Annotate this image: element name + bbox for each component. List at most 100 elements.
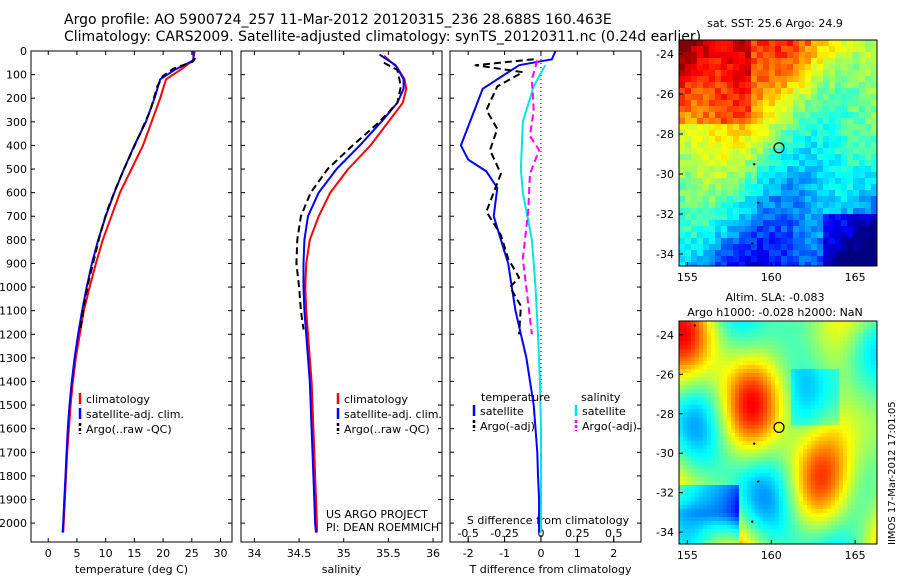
map-cell [831,429,836,434]
map-cell [827,413,832,418]
map-cell [715,361,720,366]
map-cell [711,373,716,378]
map-cell [795,513,800,518]
map-cell [851,357,856,362]
map-cell [723,413,728,418]
map-cell [679,220,686,227]
map-cell [731,469,736,474]
map-cell [715,465,720,470]
map-cell [755,337,760,342]
map-cell [751,52,758,59]
map-cell [707,329,712,334]
map-cell [775,381,780,386]
map-cell [831,353,836,358]
map-cell [683,349,688,354]
map-cell [755,321,760,326]
map-cell [859,148,866,155]
map-cell [855,349,860,354]
map-cell [843,469,848,474]
map-cell [863,505,868,510]
map-cell [835,238,842,245]
map-cell [695,453,700,458]
map-cell [751,541,756,544]
map-cell [703,361,708,366]
map-cell [839,373,844,378]
map-cell [835,377,840,382]
map-cell [709,82,716,89]
map-cell [787,461,792,466]
map-cell [747,521,752,526]
map-cell [827,497,832,502]
map-cell [711,489,716,494]
map-cell [763,190,770,197]
map-cell [787,88,794,95]
map-cell [827,325,832,330]
map-cell [703,88,710,95]
map-cell [865,160,872,167]
map-cell [703,172,710,179]
map-cell [707,437,712,442]
map-cell [803,477,808,482]
map-cell [851,325,856,330]
map-cell [779,373,784,378]
map-cell [715,353,720,358]
map-cell [851,469,856,474]
map-cell [875,537,877,542]
map-cell [685,46,692,53]
map-cell [771,481,776,486]
map-cell [787,393,792,398]
map-cell [747,329,752,334]
map-cell [817,58,824,65]
map-cell [871,409,876,414]
map-cell [847,441,852,446]
map-cell [831,537,836,542]
map-cell [707,533,712,538]
map-cell [815,449,820,454]
map-cell [855,541,860,544]
map-cell [805,124,812,131]
map-cell [751,397,756,402]
map-cell [703,250,710,257]
map-cell [875,469,877,474]
map-cell [867,453,872,458]
map-cell [847,353,852,358]
map-cell [847,517,852,522]
map-cell [699,329,704,334]
map-cell [707,489,712,494]
map-cell [803,345,808,350]
map-cell [763,377,768,382]
map-cell [747,537,752,542]
map-cell [783,377,788,382]
map-cell [731,321,736,326]
map-cell [679,76,686,83]
map-cell [691,52,698,59]
map-cell [817,106,824,113]
map-cell [847,489,852,494]
map-cell [853,130,860,137]
map-cell [859,329,864,334]
map-cell [805,250,812,257]
map-cell [823,70,830,77]
depth-tick-label: 400 [6,139,27,152]
salinity-frame [240,50,443,543]
map-cell [829,76,836,83]
map-cell [763,537,768,542]
map-cell [683,509,688,514]
map-cell [859,533,864,538]
map-cell [807,513,812,518]
map-cell [703,232,710,239]
map-cell [815,533,820,538]
map-cell [739,112,746,119]
legend-title: temperature [481,391,550,404]
map-cell [683,325,688,330]
map-cell [751,349,756,354]
map-cell [859,256,866,263]
map-cell [811,100,818,107]
map-cell [779,521,784,526]
map-cell [711,421,716,426]
map-cell [831,401,836,406]
map-cell [723,365,728,370]
map-cell [723,341,728,346]
map-cell [691,333,696,338]
map-cell [823,353,828,358]
